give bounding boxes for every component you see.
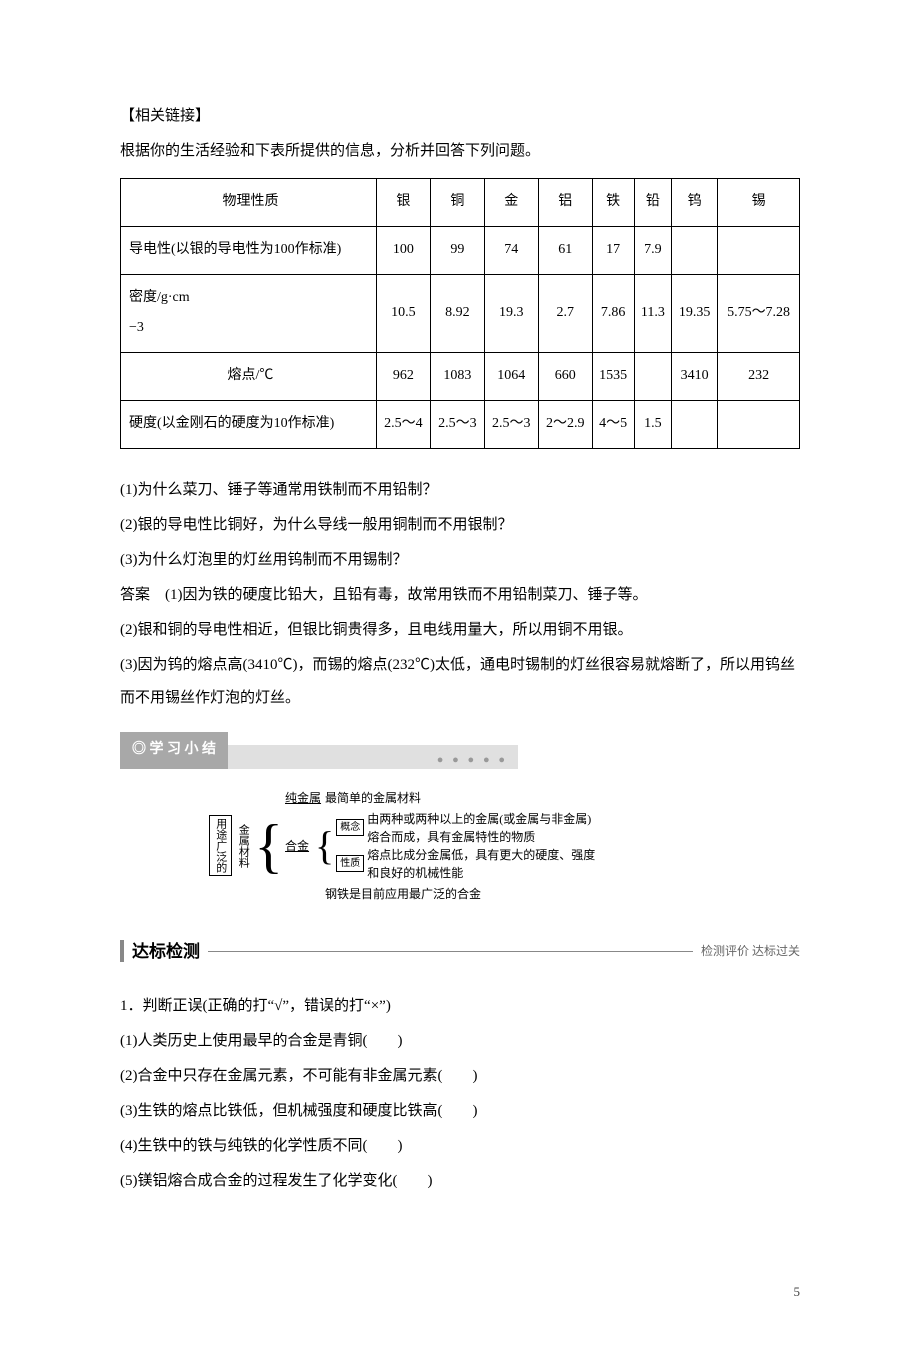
diagram-left-label2: 金属材料 [234,823,253,869]
intro-text: 根据你的生活经验和下表所提供的信息，分析并回答下列问题。 [120,135,800,168]
table-cell: 11.3 [634,274,671,353]
diagram-pure: 纯金属 [285,789,321,807]
table-cell: 1064 [484,353,538,401]
table-cell: 8.92 [430,274,484,353]
answer-3: (3)因为钨的熔点高(3410℃)，而锡的熔点(232℃)太低，通电时锡制的灯丝… [120,649,800,715]
question-3: (3)为什么灯泡里的灯丝用钨制而不用锡制？ [120,544,800,577]
judge-item: (5)镁铝熔合成合金的过程发生了化学变化( ) [120,1165,800,1198]
diagram-steel: 钢铁是目前应用最广泛的合金 [325,885,481,903]
bracket-icon: { [254,822,283,870]
answer-1: 答案 (1)因为铁的硬度比铅大，且铅有毒，故常用铁而不用铅制菜刀、锤子等。 [120,579,800,612]
table-cell: 19.3 [484,274,538,353]
summary-header: ◎ 学 习 小 结● ● ● ● ● [120,717,800,769]
table-cell: 7.9 [634,226,671,274]
table-cell: 4～5 [592,400,634,448]
table-row: 导电性(以银的导电性为100作标准) 100 99 74 61 17 7.9 [121,226,800,274]
concept-diagram: 用途广泛的 金属材料 { 纯金属 最简单的金属材料 合金 { 概念 由两种或两种… [120,789,800,903]
table-cell: 2.5～3 [484,400,538,448]
table-row: 熔点/℃ 962 1083 1064 660 1535 3410 232 [121,353,800,401]
table-cell: 7.86 [592,274,634,353]
table-cell: 2.5～3 [430,400,484,448]
table-cell [634,353,671,401]
col-header: 物理性质 [121,179,377,227]
diagram-nature-desc: 熔点比成分金属低，具有更大的硬度、强度和良好的机械性能 [367,846,595,882]
answer-2: (2)银和铜的导电性相近，但银比铜贵得多，且电线用量大，所以用铜不用银。 [120,614,800,647]
table-cell: 99 [430,226,484,274]
question-2: (2)银的导电性比铜好，为什么导线一般用铜制而不用银制？ [120,509,800,542]
table-cell: 2.7 [538,274,592,353]
table-cell [718,400,800,448]
table-cell: 74 [484,226,538,274]
table-cell: 962 [376,353,430,401]
col-header: 铁 [592,179,634,227]
table-cell: 5.75～7.28 [718,274,800,353]
table-cell [672,400,718,448]
col-header: 铝 [538,179,592,227]
diagram-left-label: 用途广泛的 [209,815,232,876]
table-cell: 1535 [592,353,634,401]
col-header: 银 [376,179,430,227]
page-number: 5 [120,1278,800,1307]
diagram-alloy: 合金 [285,837,309,855]
col-header: 锡 [718,179,800,227]
table-cell: 61 [538,226,592,274]
judge-title: 1．判断正误(正确的打“√”，错误的打“×”) [120,990,800,1023]
diagram-concept-desc: 由两种或两种以上的金属(或金属与非金属)熔合而成，具有金属特性的物质 [367,810,591,846]
col-header: 铅 [634,179,671,227]
table-cell: 19.35 [672,274,718,353]
achievement-section: 达标检测 检测评价 达标过关 1．判断正误(正确的打“√”，错误的打“×”) (… [120,933,800,1198]
judge-item: (3)生铁的熔点比铁低，但机械强度和硬度比铁高( ) [120,1095,800,1128]
judge-item: (1)人类历史上使用最早的合金是青铜( ) [120,1025,800,1058]
judge-item: (4)生铁中的铁与纯铁的化学性质不同( ) [120,1130,800,1163]
table-cell: 2～2.9 [538,400,592,448]
divider-line [208,951,693,952]
properties-table: 物理性质 银 铜 金 铝 铁 铅 钨 锡 导电性(以银的导电性为100作标准) … [120,178,800,449]
diagram-concept-box: 概念 [336,819,364,836]
table-cell: 1.5 [634,400,671,448]
table-cell: 17 [592,226,634,274]
table-cell: 3410 [672,353,718,401]
summary-tag: ◎ 学 习 小 结 [120,732,228,769]
achievement-bar-icon [120,940,124,962]
table-cell: 10.5 [376,274,430,353]
judge-item: (2)合金中只存在金属元素，不可能有非金属元素( ) [120,1060,800,1093]
bracket-icon: { [315,834,334,858]
row-header: 硬度(以金刚石的硬度为10作标准) [121,400,377,448]
table-cell: 2.5～4 [376,400,430,448]
summary-dots: ● ● ● ● ● [228,745,518,769]
question-1: (1)为什么菜刀、锤子等通常用铁制而不用铅制？ [120,474,800,507]
col-header: 钨 [672,179,718,227]
col-header: 铜 [430,179,484,227]
row-header: 密度/g·cm−3 [121,274,377,353]
table-cell [672,226,718,274]
achievement-title: 达标检测 [132,933,200,970]
table-cell: 660 [538,353,592,401]
table-cell: 232 [718,353,800,401]
table-row: 密度/g·cm−3 10.5 8.92 19.3 2.7 7.86 11.3 1… [121,274,800,353]
table-cell [718,226,800,274]
table-header-row: 物理性质 银 铜 金 铝 铁 铅 钨 锡 [121,179,800,227]
table-row: 硬度(以金刚石的硬度为10作标准) 2.5～4 2.5～3 2.5～3 2～2.… [121,400,800,448]
diagram-nature-box: 性质 [336,855,364,872]
row-header: 导电性(以银的导电性为100作标准) [121,226,377,274]
diagram-pure-desc: 最简单的金属材料 [325,789,421,807]
row-header: 熔点/℃ [121,353,377,401]
col-header: 金 [484,179,538,227]
link-header: 【相关链接】 [120,100,800,133]
table-cell: 1083 [430,353,484,401]
table-cell: 100 [376,226,430,274]
achievement-subtitle: 检测评价 达标过关 [701,938,800,964]
